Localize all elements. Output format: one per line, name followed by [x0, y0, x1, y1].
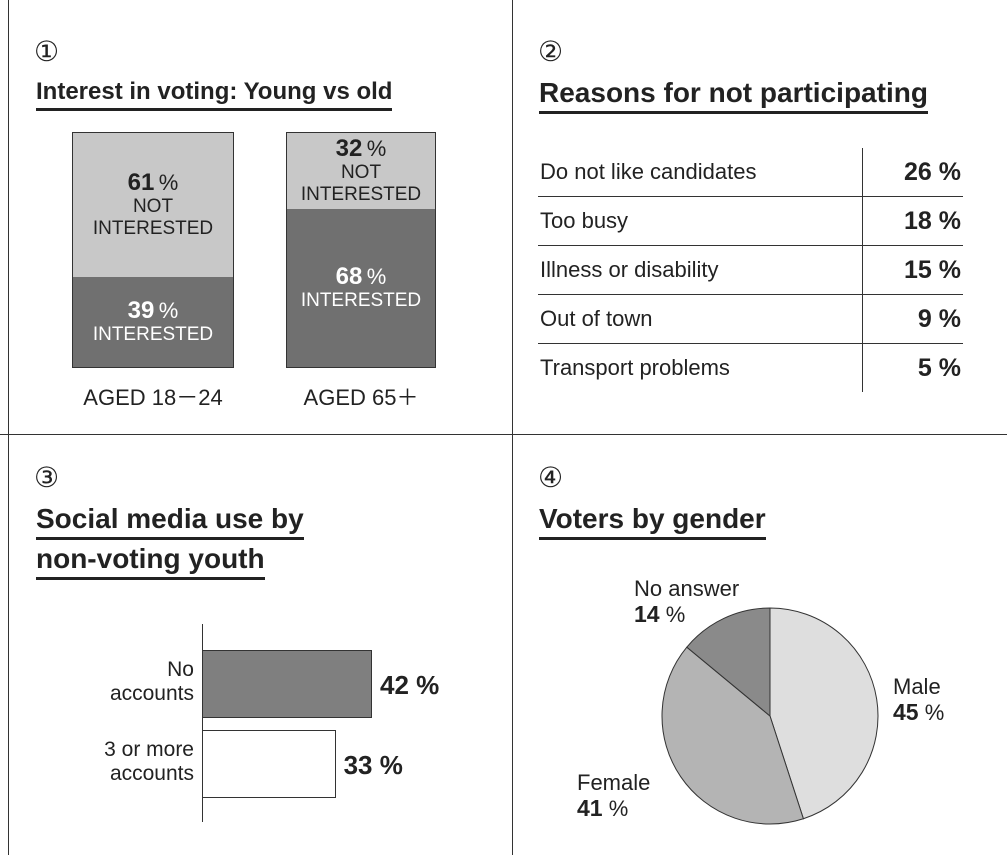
reason-label: Do not like candidates: [540, 159, 757, 184]
data-label: 39: [127, 297, 155, 325]
category-label: No accounts: [109, 658, 194, 706]
category-label: AGED 18－24: [83, 385, 223, 410]
series-label: INTERESTED: [300, 289, 422, 311]
unit-label: %: [158, 298, 179, 324]
data-label: 68: [335, 262, 363, 290]
panel-number: ①: [34, 36, 60, 67]
panel-title: Reasons for not participating: [539, 76, 928, 114]
reasons-table: Do not like candidates 26 % Too busy 18 % Il…: [538, 148, 963, 392]
reason-label: Transport problems: [538, 343, 863, 392]
reason-value: 26 %: [862, 148, 963, 197]
series-label: NOT INTERESTED: [92, 196, 214, 239]
slice-value: 45: [893, 699, 919, 726]
reason-row: Too busy 18 %: [538, 196, 963, 246]
reason-value: 9 %: [862, 294, 963, 344]
series-label: NOT INTERESTED: [300, 161, 422, 205]
pie-slice: [686, 607, 771, 718]
data-label: 33 %: [343, 750, 403, 780]
reason-row: Do not like candidates 26 %: [538, 148, 963, 197]
reason-value: 18 %: [862, 196, 963, 246]
unit-label: %: [924, 700, 945, 726]
reason-value: 5 %: [862, 343, 963, 392]
slice-label-no-answer: No answer 14 %: [634, 576, 739, 628]
panel-number: ④: [538, 462, 564, 493]
segment-not-interested: 61 % NOT INTERESTED: [73, 133, 233, 278]
reason-label: Out of town: [538, 294, 863, 344]
pie-chart: [661, 607, 879, 825]
stacked-bar-young: 61 % NOT INTERESTED 39 % INTERESTED: [72, 132, 234, 368]
data-label: 61: [127, 169, 155, 197]
bar: [202, 650, 372, 718]
slice-value: 41: [577, 795, 603, 822]
reason-label: Illness or disability: [538, 245, 863, 295]
bar: [202, 730, 336, 798]
segment-interested: 39 % INTERESTED: [73, 276, 233, 367]
category-label: 3 or more accounts: [104, 738, 194, 786]
panel-title: Voters by gender: [539, 502, 766, 540]
unit-label: %: [366, 135, 387, 161]
slice-name: No answer: [634, 576, 740, 601]
data-label: 42 %: [380, 670, 440, 700]
reason-row: Illness or disability 15 %: [538, 245, 963, 295]
segment-not-interested: 32 % NOT INTERESTED: [287, 133, 435, 210]
panel-title: Interest in voting: Young vs old: [36, 78, 393, 111]
category-label: AGED 65＋: [303, 385, 419, 410]
reason-row: Out of town 9 %: [538, 294, 963, 344]
left-border: [8, 0, 9, 855]
reason-label: Too busy: [538, 196, 863, 246]
pie-slice: [661, 646, 805, 825]
series-label: INTERESTED: [92, 324, 214, 346]
unit-label: %: [608, 796, 629, 822]
reason-row: Transport problems 5 %: [538, 343, 963, 392]
stacked-bar-old: 32 % NOT INTERESTED 68 % INTERESTED: [286, 132, 436, 368]
panel-number: ②: [538, 36, 564, 67]
data-label: 32: [335, 134, 363, 162]
slice-label-female: Female 41 %: [577, 770, 650, 822]
panel-title-line-2: non-voting youth: [36, 542, 265, 580]
unit-label: %: [366, 263, 387, 289]
slice-name: Female: [577, 770, 651, 795]
panel-title-line-1: Social media use by: [36, 502, 304, 540]
segment-interested: 68 % INTERESTED: [287, 208, 435, 367]
vertical-divider: [512, 0, 513, 855]
horizontal-divider: [0, 434, 1007, 435]
pie-slice: [769, 607, 879, 820]
panel-number: ③: [34, 462, 60, 493]
unit-label: %: [158, 170, 179, 196]
slice-label-male: Male 45 %: [893, 674, 944, 726]
y-axis-line: [202, 624, 203, 822]
slice-name: Male: [893, 674, 941, 699]
reason-value: 15 %: [862, 245, 963, 295]
slice-value: 14: [634, 601, 660, 628]
unit-label: %: [665, 602, 686, 628]
